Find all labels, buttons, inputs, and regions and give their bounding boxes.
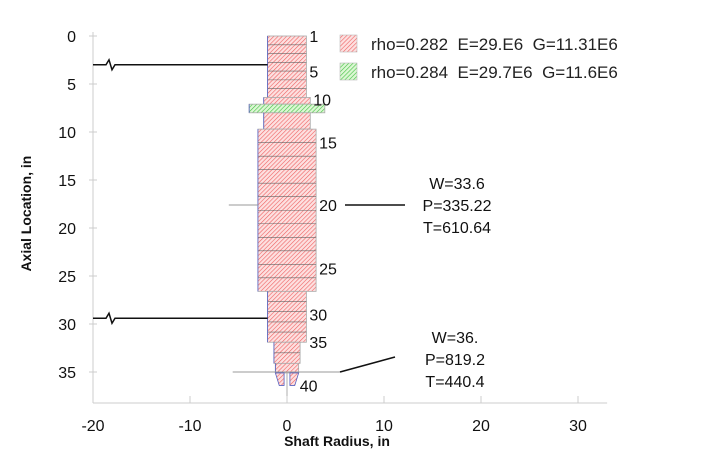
x-tick-label: 20 xyxy=(472,418,490,435)
station-label: 15 xyxy=(319,136,337,153)
tapered-end-section xyxy=(274,372,285,386)
y-tick-label: 10 xyxy=(58,125,76,142)
station-label: 30 xyxy=(309,307,327,324)
tapered-end-section xyxy=(289,372,300,386)
x-tick-label: 10 xyxy=(375,418,393,435)
shaft-section xyxy=(263,97,311,105)
legend-swatch xyxy=(339,34,358,53)
y-tick-label: 30 xyxy=(58,317,76,334)
legend-swatch xyxy=(339,62,358,81)
x-tick-label: 0 xyxy=(283,418,292,435)
disk-property-label: T=610.64 xyxy=(423,220,491,237)
disk-property-label: W=33.6 xyxy=(429,176,485,193)
bearing-spring-icon xyxy=(93,311,268,326)
y-tick-label: 5 xyxy=(67,77,76,94)
station-label: 10 xyxy=(313,92,331,109)
station-label: 1 xyxy=(309,29,318,46)
legend-label: rho=0.284 E=29.7E6 G=11.6E6 xyxy=(371,63,618,82)
y-tick-label: 25 xyxy=(58,269,76,286)
y-axis-title: Axial Location, in xyxy=(18,156,34,272)
disk-property-label: T=440.4 xyxy=(425,374,484,391)
y-tick-label: 35 xyxy=(58,365,76,382)
y-tick-label: 20 xyxy=(58,221,76,238)
station-label: 20 xyxy=(319,198,337,215)
shaft-section xyxy=(263,112,311,130)
disk-property-label: W=36. xyxy=(432,330,479,347)
shaft-section xyxy=(267,290,307,343)
station-label: 35 xyxy=(309,335,327,352)
disk-property-label: P=819.2 xyxy=(425,352,485,369)
x-tick-label: 30 xyxy=(569,418,587,435)
legend-label: rho=0.282 E=29.E6 G=11.31E6 xyxy=(371,35,618,54)
y-tick-label: 0 xyxy=(67,29,76,46)
station-label: 5 xyxy=(309,65,318,82)
station-label: 40 xyxy=(300,378,318,395)
x-tick-label: -10 xyxy=(178,418,201,435)
bearing-spring-icon xyxy=(93,57,268,72)
y-tick-label: 15 xyxy=(58,173,76,190)
x-tick-label: -20 xyxy=(81,418,104,435)
disk-property-label: P=335.22 xyxy=(423,198,492,215)
station-label: 25 xyxy=(319,261,337,278)
shaft-section xyxy=(267,35,307,98)
x-axis-title: Shaft Radius, in xyxy=(284,433,390,449)
disk-leader-line xyxy=(339,356,396,373)
